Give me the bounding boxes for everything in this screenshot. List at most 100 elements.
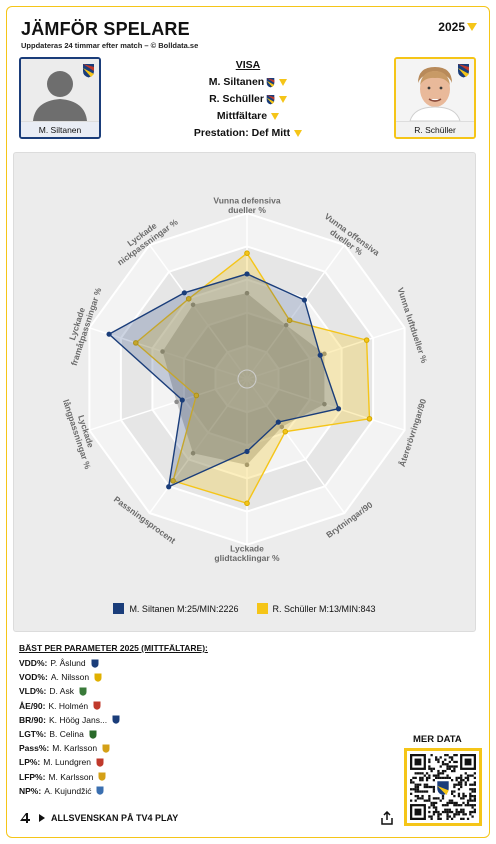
best-row[interactable]: LP%: M. Lundgren — [19, 755, 120, 769]
grid-spoke — [148, 244, 248, 380]
best-key: Pass%: — [19, 743, 50, 754]
grid-spoke — [246, 244, 346, 380]
best-key: VDD%: — [19, 658, 48, 669]
player1-value: M. Siltanen — [208, 76, 265, 88]
best-player: K. Holmén — [48, 700, 89, 711]
team-crest-icon — [96, 786, 104, 795]
data-point — [133, 340, 139, 346]
grid-spoke — [148, 378, 248, 514]
data-point — [244, 250, 250, 256]
best-key: BR/90: — [19, 714, 46, 725]
performance-selector[interactable]: Prestation: Def Mitt — [0, 127, 496, 139]
axis-label-text: Vunna defensiva — [213, 195, 281, 205]
best-row[interactable]: NP%: A. Kujundžić — [19, 784, 120, 798]
best-player: K. Höög Jans... — [48, 714, 108, 725]
player-card-right[interactable]: R. Schüller — [394, 57, 476, 139]
data-point — [317, 352, 323, 358]
data-point — [174, 399, 179, 405]
best-row[interactable]: VDD%: P. Åslund — [19, 656, 120, 670]
data-point — [282, 428, 289, 435]
best-key: VOD%: — [19, 672, 48, 683]
footer-text: ALLSVENSKAN PÅ TV4 PLAY — [51, 813, 179, 823]
series-area-2 — [162, 293, 325, 465]
qr-code-icon — [410, 754, 476, 820]
radar-chart-panel: Vunna defensiva dueller % Vunna offensiva d… — [13, 152, 476, 632]
data-point — [244, 500, 250, 507]
best-row[interactable]: Pass%: M. Karlsson — [19, 741, 120, 755]
best-player: B. Celina — [49, 729, 84, 740]
team-crest-icon — [93, 701, 101, 710]
visa-panel: VISA M. Siltanen R. Schüller Mittfältare… — [0, 59, 496, 139]
data-point — [244, 290, 250, 296]
data-point — [301, 297, 308, 303]
player2-selector[interactable]: R. Schüller — [0, 93, 496, 105]
best-player: D. Ask — [49, 686, 74, 697]
best-player: A. Nilsson — [50, 672, 90, 683]
best-title: BÄST PER PARAMETER 2025 (MITTFÄLTARE): — [19, 643, 208, 653]
data-point — [244, 448, 250, 455]
data-point — [190, 302, 196, 308]
footer-link[interactable]: ALLSVENSKAN PÅ TV4 PLAY — [19, 812, 178, 824]
page-subtitle: Uppdateras 24 timmar efter match – © Bol… — [21, 41, 199, 50]
legend-swatch-left — [113, 603, 125, 614]
team-crest-icon — [102, 744, 110, 753]
share-icon[interactable] — [381, 811, 393, 825]
chevron-down-icon — [271, 112, 280, 120]
play-icon — [39, 814, 45, 822]
axis-label-text: dueller % — [228, 205, 266, 215]
team-crest-icon — [96, 758, 104, 767]
team-crest-icon — [91, 659, 99, 668]
best-key: LFP%: — [19, 771, 46, 782]
tv4-logo-icon — [20, 813, 30, 823]
qr-label: MER DATA — [413, 734, 462, 745]
page-title: JÄMFÖR SPELARE — [21, 19, 190, 39]
best-player: M. Karlsson — [52, 743, 98, 754]
team-crest-icon — [79, 687, 87, 696]
best-player: P. Åslund — [50, 658, 86, 669]
best-player: A. Kujundžić — [44, 785, 92, 796]
best-row[interactable]: VLD%: D. Ask — [19, 684, 120, 698]
data-point — [160, 349, 165, 354]
legend-swatch-right — [256, 603, 268, 614]
best-row[interactable]: VOD%: A. Nilsson — [19, 670, 120, 684]
grid-spoke — [246, 378, 346, 514]
chevron-down-icon — [278, 95, 287, 103]
position-selector[interactable]: Mittfältare — [0, 110, 496, 122]
data-point — [106, 331, 112, 337]
data-point — [193, 392, 200, 399]
legend-label-right: R. Schüller M:13/MIN:843 — [272, 603, 376, 614]
data-point — [335, 406, 342, 412]
best-row[interactable]: LGT%: B. Celina — [19, 727, 120, 741]
best-row[interactable]: LFP%: M. Karlsson — [19, 770, 120, 784]
team-crest-icon — [98, 772, 106, 781]
data-point — [366, 415, 373, 422]
legend-item-right: R. Schüller M:13/MIN:843 — [256, 603, 376, 614]
best-row[interactable]: BR/90: K. Höög Jans... — [19, 713, 120, 727]
grid-spoke — [89, 327, 248, 380]
team-crest-icon — [266, 77, 275, 87]
team-crest-icon — [89, 730, 97, 739]
axis-label-text: Lyckade — [230, 543, 264, 553]
data-point — [244, 462, 250, 468]
best-row[interactable]: ÅE/90: K. Holmén — [19, 699, 120, 713]
legend-label-left: M. Siltanen M:25/MIN:2226 — [129, 603, 239, 614]
player1-selector[interactable]: M. Siltanen — [0, 76, 496, 88]
data-point — [275, 419, 281, 425]
position-value: Mittfältare — [216, 110, 268, 122]
year-selector[interactable]: 2025 — [438, 20, 477, 34]
team-crest-icon — [266, 94, 275, 104]
qr-code[interactable] — [404, 748, 482, 826]
axis-label-text: glidtacklingar % — [214, 553, 280, 563]
data-point — [166, 484, 172, 490]
player-card-left[interactable]: M. Siltanen — [19, 57, 101, 139]
data-point — [244, 271, 250, 277]
best-key: ÅE/90: — [19, 700, 46, 711]
best-key: VLD%: — [19, 686, 47, 697]
performance-value: Prestation: Def Mitt — [193, 127, 291, 139]
visa-label: VISA — [235, 59, 261, 71]
chevron-down-icon — [467, 23, 477, 31]
player2-value: R. Schüller — [209, 93, 264, 105]
data-point — [185, 295, 192, 302]
